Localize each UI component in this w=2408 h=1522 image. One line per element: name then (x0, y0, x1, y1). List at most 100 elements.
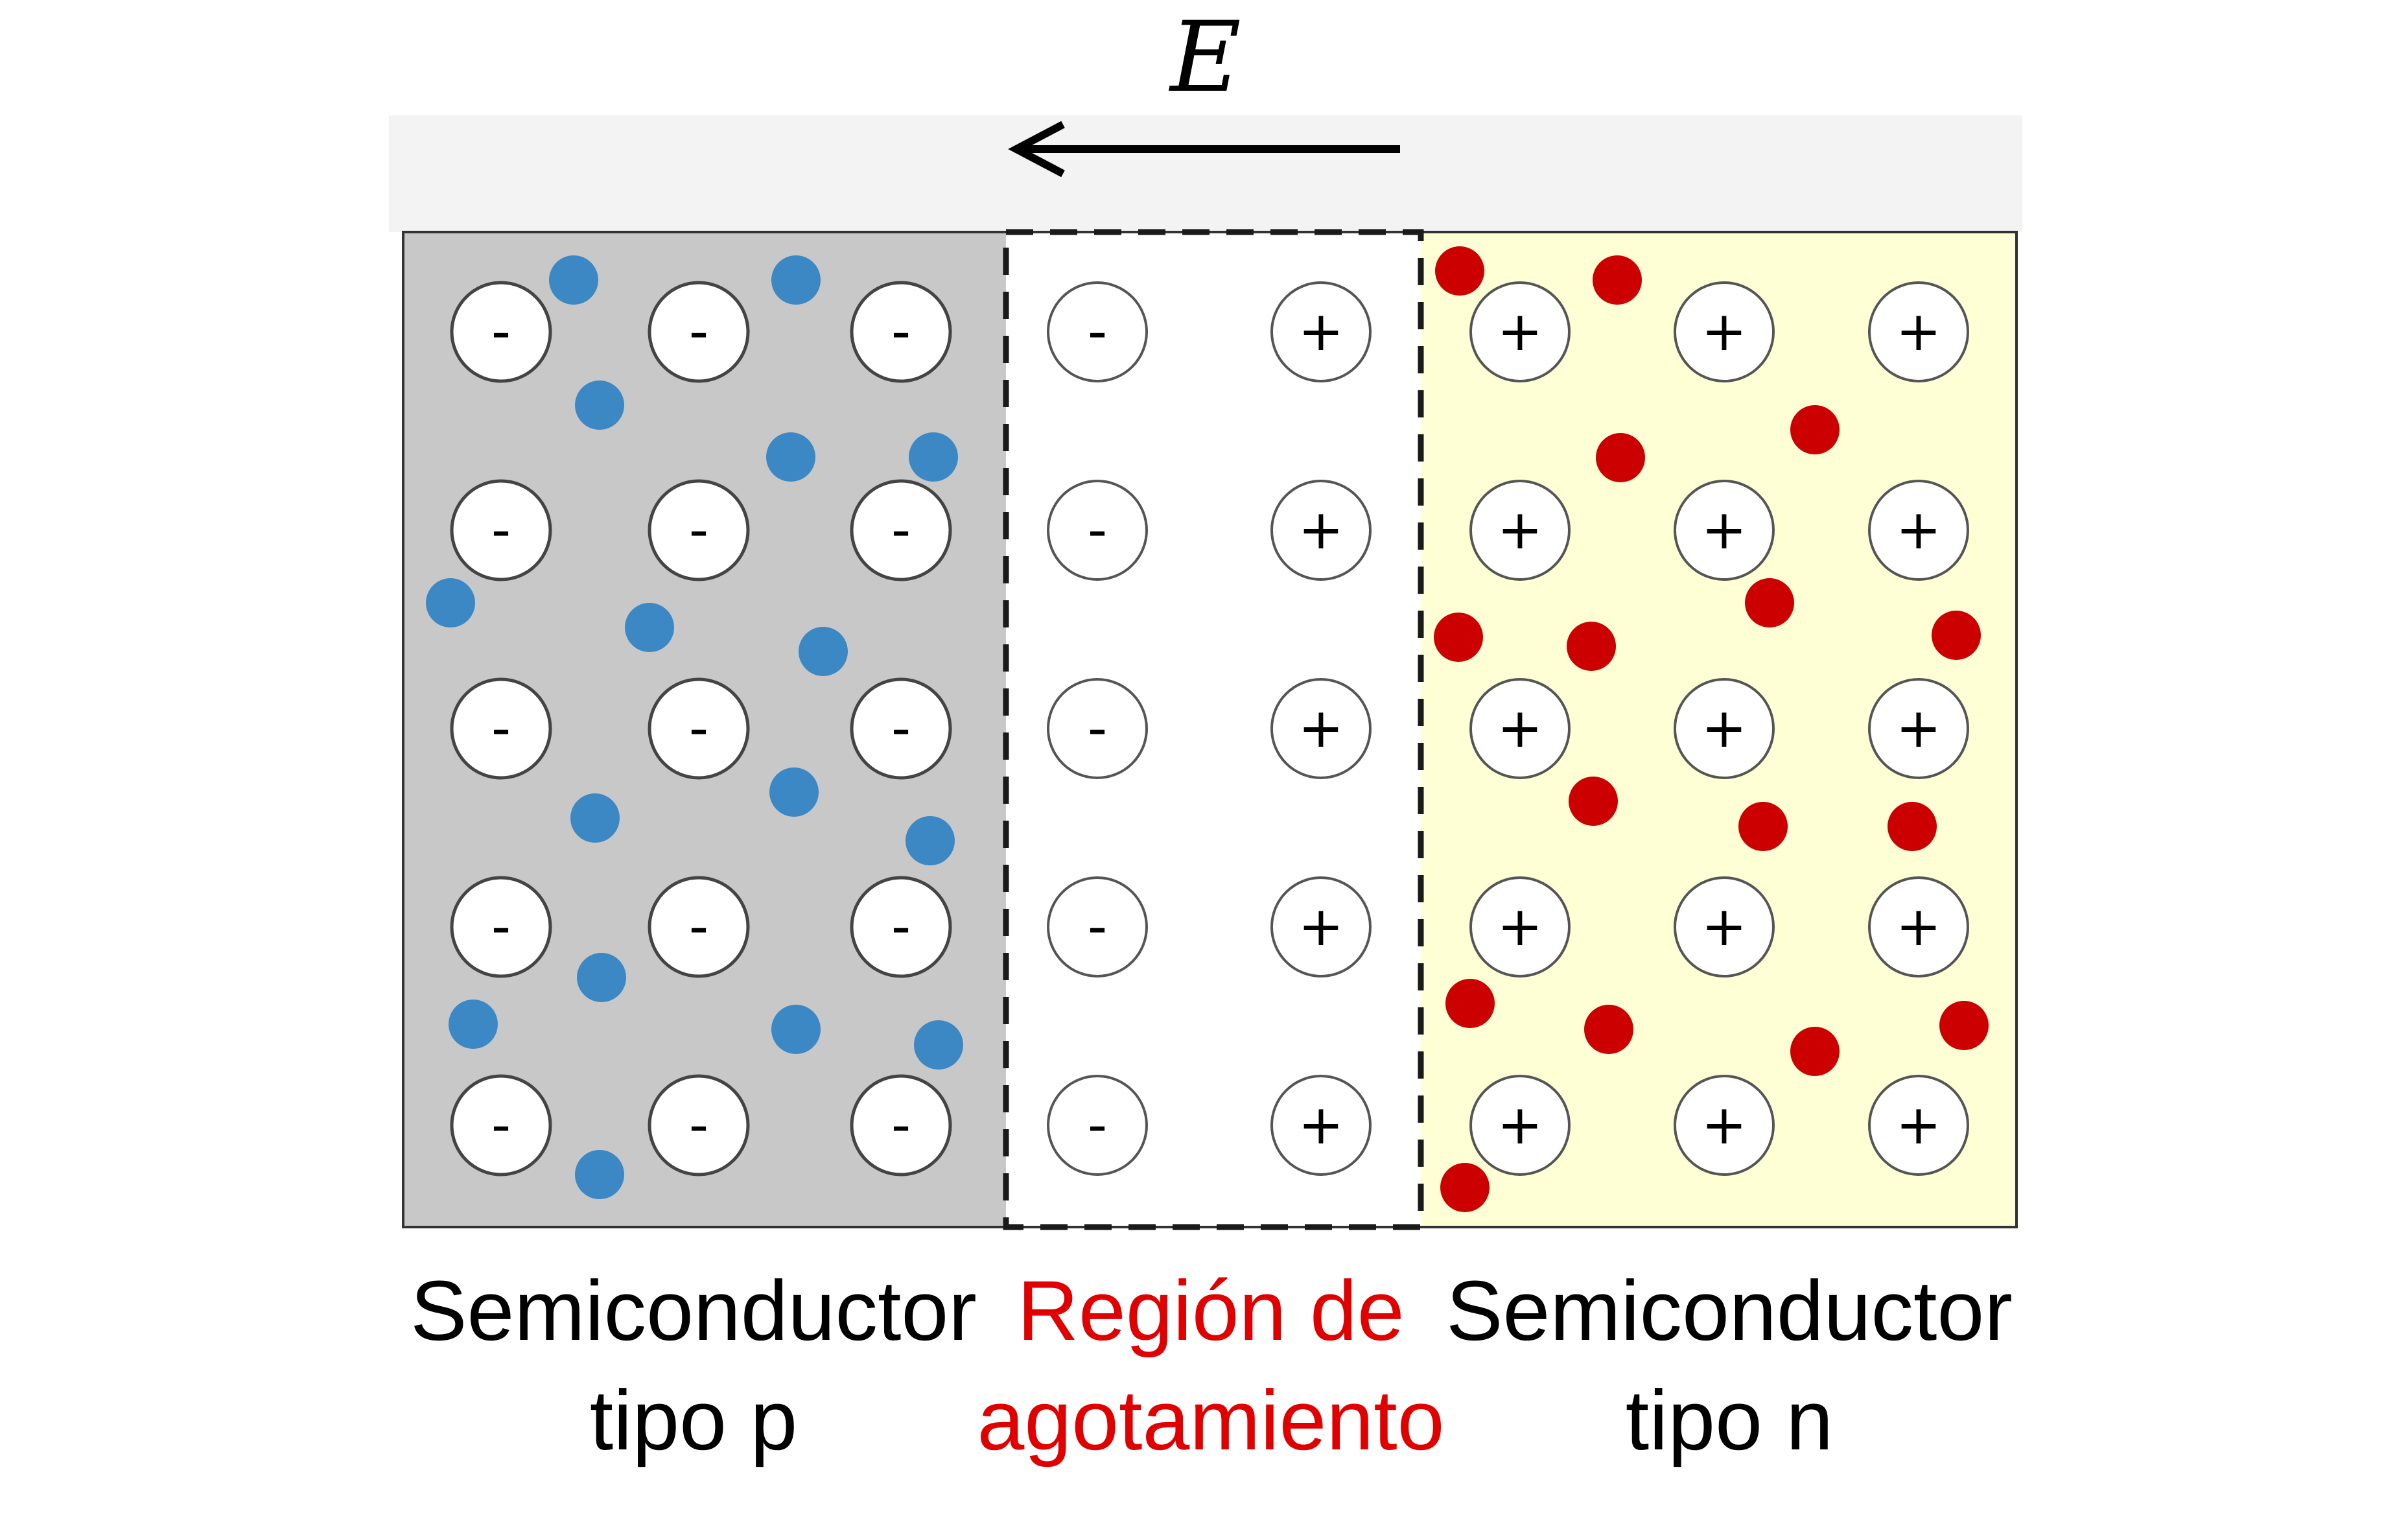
ion-circle (1674, 480, 1775, 581)
ion-circle (1047, 1075, 1148, 1176)
minus-sign: - (491, 1093, 511, 1156)
minus-sign: - (689, 498, 708, 561)
ion-circle (1270, 281, 1372, 382)
electron-10 (1738, 802, 1788, 851)
electron-14 (1790, 1027, 1840, 1076)
plus-sign: + (1701, 696, 1747, 760)
acceptor-ion-5-3: - (850, 1074, 952, 1177)
donor-ion-1-8: + (1868, 281, 1969, 382)
electron-9 (1569, 777, 1618, 826)
p-region-label-line1: Semiconductor (410, 1263, 977, 1358)
minus-sign: - (689, 1093, 708, 1156)
ion-circle (850, 281, 952, 383)
minus-sign: - (891, 299, 911, 363)
hole-10 (769, 767, 819, 817)
acceptor-ion-3-3: - (850, 677, 952, 780)
hole-15 (914, 1020, 963, 1070)
plus-sign: + (1497, 1093, 1543, 1156)
ion-circle (850, 479, 952, 581)
donor-ion-3-6: + (1469, 678, 1571, 779)
donor-ion-4-6: + (1469, 876, 1571, 978)
acceptor-ion-2-4: - (1047, 480, 1148, 581)
semiconductor-border (402, 231, 2018, 1228)
acceptor-ion-5-1: - (450, 1074, 552, 1177)
plus-sign: + (1701, 895, 1747, 958)
electron-16 (1440, 1163, 1490, 1212)
donor-ion-3-5: + (1270, 678, 1372, 779)
donor-ion-3-8: + (1868, 678, 1969, 779)
acceptor-ion-2-2: - (648, 479, 750, 581)
p-region-label-line2: tipo p (590, 1372, 797, 1468)
acceptor-ion-2-3: - (850, 479, 952, 581)
minus-sign: - (491, 498, 511, 561)
electron-11 (1888, 802, 1937, 851)
minus-sign: - (689, 696, 708, 760)
n-region-label-line1: Semiconductor (1446, 1263, 2013, 1358)
donor-ion-2-7: + (1674, 480, 1775, 581)
acceptor-ion-3-4: - (1047, 678, 1148, 779)
acceptor-ion-4-2: - (648, 876, 750, 978)
ion-circle (1469, 281, 1571, 382)
depletion-label-line1: Región de (1017, 1263, 1404, 1358)
ion-circle (450, 677, 552, 780)
ion-circle (1868, 876, 1969, 978)
electron-6 (1434, 613, 1483, 662)
acceptor-ion-3-2: - (648, 677, 750, 780)
acceptor-ion-5-4: - (1047, 1075, 1148, 1176)
plus-sign: + (1701, 299, 1747, 363)
electron-3 (1790, 405, 1840, 454)
electron-8 (1932, 611, 1981, 660)
acceptor-ion-4-1: - (450, 876, 552, 978)
hole-16 (575, 1150, 624, 1199)
ion-circle (450, 479, 552, 581)
donor-ion-4-8: + (1868, 876, 1969, 978)
minus-sign: - (1088, 498, 1107, 561)
hole-9 (570, 793, 620, 843)
hole-6 (426, 578, 475, 627)
hole-2 (771, 255, 821, 305)
acceptor-ion-1-3: - (850, 281, 952, 383)
electron-7 (1567, 622, 1616, 671)
ion-circle (1270, 678, 1372, 779)
field-band (389, 115, 2022, 232)
ion-circle (850, 876, 952, 978)
ion-circle (850, 1074, 952, 1177)
plus-sign: + (1896, 299, 1941, 363)
hole-13 (449, 1000, 498, 1049)
plus-sign: + (1298, 895, 1344, 958)
ion-circle (1868, 1075, 1969, 1176)
donor-ion-4-5: + (1270, 876, 1372, 978)
ion-circle (1270, 1075, 1372, 1176)
electron-15 (1939, 1001, 1989, 1050)
ion-circle (450, 876, 552, 978)
ion-circle (1674, 876, 1775, 978)
acceptor-ion-4-4: - (1047, 876, 1148, 978)
ion-circle (1868, 480, 1969, 581)
plus-sign: + (1497, 696, 1543, 760)
donor-ion-5-5: + (1270, 1075, 1372, 1176)
donor-ion-5-6: + (1469, 1075, 1571, 1176)
minus-sign: - (491, 696, 511, 760)
ion-circle (1868, 281, 1969, 382)
donor-ion-1-5: + (1270, 281, 1372, 382)
carriers-layer (426, 246, 1989, 1212)
donor-ion-5-7: + (1674, 1075, 1775, 1176)
hole-11 (906, 816, 955, 865)
donor-ion-2-8: + (1868, 480, 1969, 581)
minus-sign: - (1088, 895, 1107, 958)
electron-1 (1435, 246, 1484, 296)
donor-ion-2-5: + (1270, 480, 1372, 581)
minus-sign: - (491, 299, 511, 363)
donor-ion-2-6: + (1469, 480, 1571, 581)
plus-sign: + (1497, 299, 1543, 363)
ions-layer: - - - - + + + + - - - - + + + + - - - - + + + + - - - - + + + + - - - - + + + + (450, 281, 1969, 1177)
electron-12 (1445, 979, 1495, 1028)
ion-circle (648, 677, 750, 780)
ion-circle (1047, 678, 1148, 779)
ion-circle (1047, 876, 1148, 978)
ion-circle (1047, 480, 1148, 581)
acceptor-ion-5-2: - (648, 1074, 750, 1177)
plus-sign: + (1497, 498, 1543, 561)
donor-ion-3-7: + (1674, 678, 1775, 779)
